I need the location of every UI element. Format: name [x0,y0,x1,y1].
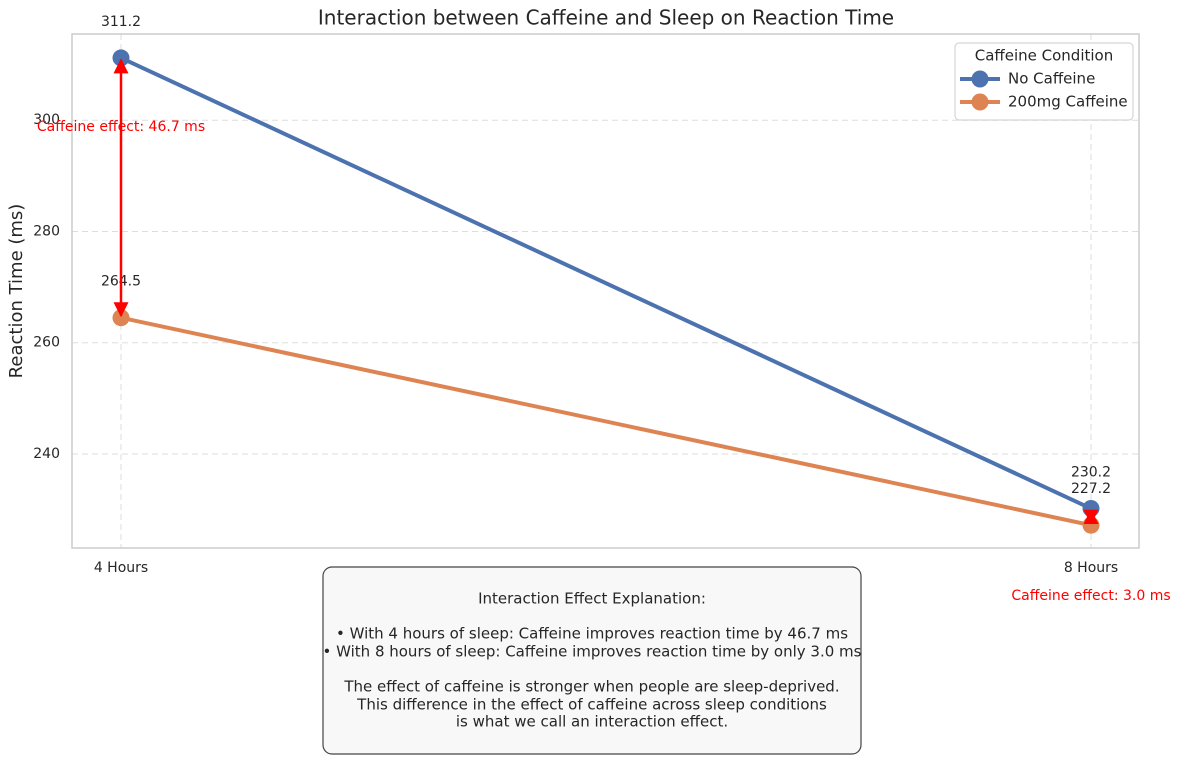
explanation-line: • With 4 hours of sleep: Caffeine improv… [336,625,848,643]
explanation-line: is what we call an interaction effect. [456,713,728,731]
x-tick-label: 4 Hours [94,560,148,576]
data-label: 311.2 [101,14,141,30]
y-tick-label: 240 [33,446,60,462]
data-label: 227.2 [1071,481,1111,497]
plot-frame [71,33,1140,549]
legend: Caffeine Condition No Caffeine 200mg Caffe… [954,42,1134,121]
legend-label: 200mg Caffeine [1008,93,1128,111]
x-tick-label: 8 Hours [1064,560,1118,576]
explanation-box: Interaction Effect Explanation: • With 4 … [322,566,862,755]
explanation-line: The effect of caffeine is stronger when … [343,678,839,696]
explanation-title: Interaction Effect Explanation: [478,590,706,608]
y-tick-label: 280 [33,223,60,239]
legend-marker [971,70,989,88]
explanation-line: • With 8 hours of sleep: Caffeine improv… [323,643,862,661]
chart-title: Interaction between Caffeine and Sleep o… [318,6,894,30]
effect-annotation: Caffeine effect: 46.7 ms [37,119,205,135]
explanation-line: This difference in the effect of caffein… [356,696,827,714]
series-line [120,56,1092,511]
y-tick-label: 300 [33,112,60,128]
explanation-frame [322,566,862,755]
legend-marker [971,93,989,111]
y-axis-label: Reaction Time (ms) [6,204,27,379]
data-label: 230.2 [1071,465,1111,481]
effect-annotation: Caffeine effect: 3.0 ms [1011,588,1170,604]
legend-title: Caffeine Condition [975,47,1113,65]
y-tick-label: 260 [33,335,60,351]
legend-label: No Caffeine [1008,70,1095,88]
series-line [120,315,1092,528]
